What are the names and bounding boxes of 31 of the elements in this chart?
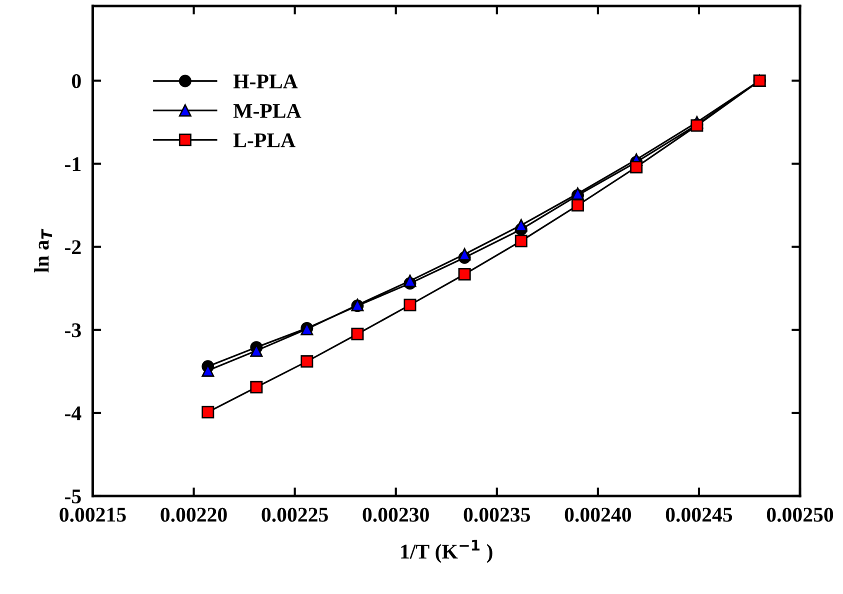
legend-label: M-PLA (233, 104, 302, 118)
y-tick-label: -2 (65, 240, 81, 254)
legend-label: H-PLA (233, 74, 298, 88)
point (300, 355, 314, 368)
point (571, 199, 584, 212)
x-tick-label: 0.00250 (766, 508, 834, 522)
point (514, 218, 528, 232)
y-tick-label: -1 (65, 157, 81, 171)
x-tick-label: 0.00225 (262, 508, 328, 522)
x-tick-label: 0.00230 (362, 508, 429, 522)
point (404, 298, 416, 312)
point (514, 234, 528, 248)
x-tick-label: 0.00245 (666, 508, 732, 522)
point (630, 160, 643, 174)
x-tick-label: 0.00215 (60, 508, 126, 522)
point (351, 328, 364, 340)
point (458, 268, 471, 280)
y-tick-label: -3 (65, 323, 81, 338)
legend-label: L-PLA (233, 133, 296, 148)
x-tick-label: 0.00235 (464, 508, 530, 522)
y-tick-label: 0 (72, 74, 81, 88)
y-tick-label: -5 (65, 490, 81, 504)
y-axis-title: ln a$_{T}$ (34, 228, 52, 272)
y-tick-label: -4 (65, 406, 82, 420)
x-tick-label: 0.00240 (564, 508, 631, 522)
point (250, 380, 263, 394)
x-axis-title: 1/T (K$^{−1}$ ) (401, 540, 492, 563)
point (404, 274, 416, 288)
x-tick-label: 0.00220 (160, 508, 227, 522)
point (202, 406, 214, 418)
point (458, 248, 471, 261)
